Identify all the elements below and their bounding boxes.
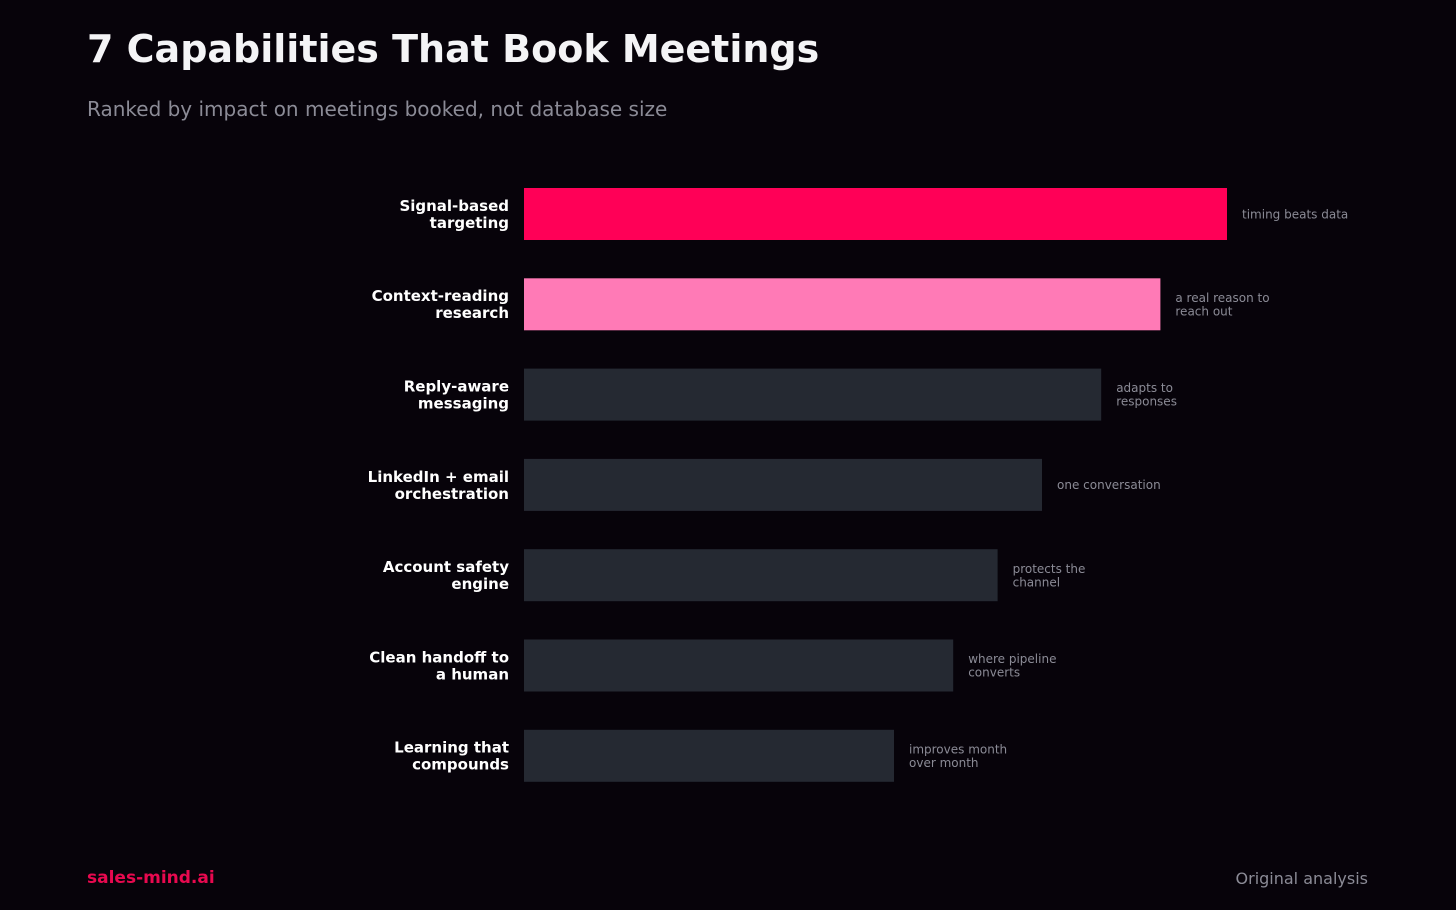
category-label-1: Signal-based targeting (399, 197, 509, 232)
brand-logo-text: sales-mind.ai (87, 868, 215, 888)
category-label-3: Reply-aware messaging (404, 378, 509, 413)
bar-annotation-6: where pipeline converts (968, 652, 1056, 680)
bar-4 (524, 458, 1042, 511)
category-label-6: Clean handoff to a human (369, 648, 509, 683)
chart-subtitle: Ranked by impact on meetings booked, not… (87, 97, 668, 121)
bar-1 (524, 188, 1227, 240)
category-label-4: LinkedIn + email orchestration (368, 468, 509, 503)
bar-annotation-7: improves month over month (909, 742, 1007, 770)
bar-annotation-3: adapts to responses (1116, 381, 1177, 409)
bar-annotation-1: timing beats data (1242, 207, 1348, 221)
category-label-2: Context-reading research (372, 287, 509, 322)
bar-6 (524, 639, 954, 692)
bar-5 (524, 549, 998, 602)
source-note: Original analysis (1235, 869, 1368, 888)
bar-annotation-5: protects the channel (1013, 562, 1086, 590)
chart-title: 7 Capabilities That Book Meetings (87, 27, 820, 71)
bar-3 (524, 368, 1102, 421)
category-label-7: Learning that compounds (394, 739, 509, 774)
bar-7 (524, 729, 894, 782)
bar-annotation-4: one conversation (1057, 478, 1161, 492)
category-label-5: Account safety engine (383, 558, 509, 593)
bar-2 (524, 278, 1161, 331)
bar-annotation-2: a real reason to reach out (1175, 291, 1269, 319)
